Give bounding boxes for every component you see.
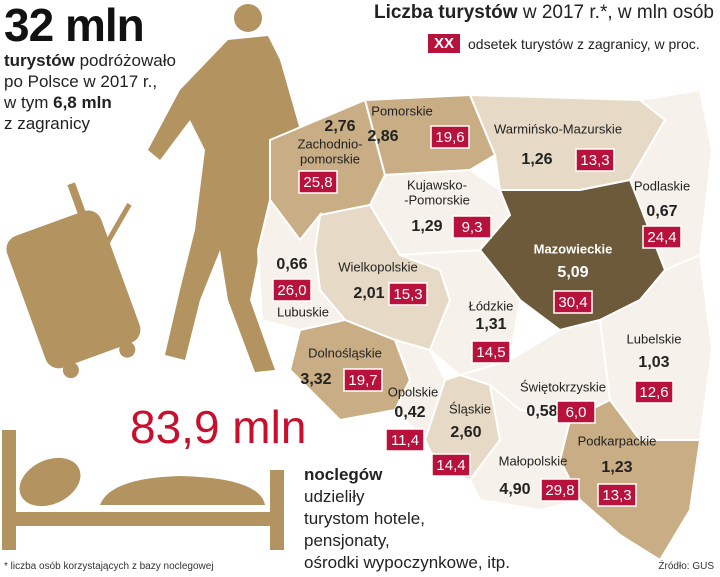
nights-line: udzieliły	[304, 487, 365, 506]
foreign-share-box	[642, 225, 682, 249]
foreign-share-value: 13,3	[602, 487, 631, 504]
foreign-share-value: 30,4	[558, 294, 587, 311]
region-name: Wielkopolskie	[338, 259, 417, 274]
bed-illustration	[2, 430, 284, 550]
tourists-value: 0,58	[526, 403, 557, 420]
foreign-share-value: 26,0	[277, 282, 306, 299]
nights-value: 83,9 mln	[130, 401, 307, 453]
intro-text: w tym	[4, 93, 49, 112]
region-name: Małopolskie	[499, 453, 568, 468]
foreign-share-box	[556, 400, 596, 424]
foreign-share-value: 6,0	[566, 404, 587, 421]
foreign-share-value: 15,3	[393, 286, 422, 303]
legend: XX odsetek turystów z zagranicy, w proc.	[428, 34, 700, 53]
foreign-share-value: 19,7	[348, 372, 377, 389]
foreign-share-box	[540, 478, 580, 502]
region-name: Lubuskie	[277, 304, 329, 319]
intro-bold: turystów	[4, 51, 75, 70]
traveler-illustration	[6, 4, 300, 379]
region-name: -Pomorskie	[404, 192, 470, 207]
region-name: Lubelskie	[627, 331, 682, 346]
foreign-share-value: 25,8	[303, 174, 332, 191]
region-name: Łódzkie	[469, 298, 514, 313]
tourists-value: 2,76	[324, 118, 355, 135]
map-labels: Zachodnio-pomorskie 2,76 25,8 Pomorskie 2,86…	[272, 103, 690, 507]
foreign-share-box	[272, 278, 312, 302]
tourists-value: 2,60	[450, 424, 481, 441]
region-name: Podlaskie	[634, 178, 690, 193]
nights-text: noclegów udzieliły turystom hotele, pensjon…	[304, 464, 510, 574]
foreign-share-box	[298, 170, 338, 194]
foreign-share-value: 9,3	[462, 219, 483, 236]
region-name: Śląskie	[449, 401, 491, 416]
foreign-share-box	[385, 428, 425, 452]
tourists-value: 5,09	[557, 264, 588, 281]
tourists-value: 0,42	[394, 404, 425, 421]
intro-line: z zagranicy	[4, 114, 90, 133]
tourists-value: 3,32	[300, 371, 331, 388]
foreign-share-box	[634, 380, 674, 404]
region-name: Podkarpackie	[578, 433, 657, 448]
intro-line: turystów podróżowało	[4, 50, 176, 71]
intro: turystów podróżowało po Polsce w 2017 r.…	[4, 50, 176, 134]
tourists-value: 4,90	[499, 481, 530, 498]
legend-box: XX	[428, 34, 461, 53]
footnote: * liczba osób korzystających z bazy nocl…	[4, 561, 214, 572]
foreign-share-box	[430, 125, 470, 149]
region-name: Świętokrzyskie	[520, 379, 606, 394]
tourists-value: 1,31	[475, 316, 506, 333]
region-name: Mazowieckie	[534, 241, 613, 256]
foreign-share-value: 24,4	[647, 229, 676, 246]
foreign-share-value: 13,3	[580, 152, 609, 169]
foreign-share-box	[388, 282, 428, 306]
region-name: Zachodnio-	[297, 136, 362, 151]
region	[363, 93, 497, 177]
intro-line: po Polsce w 2017 r.,	[4, 72, 158, 91]
region-name: Opolskie	[388, 384, 439, 399]
foreign-share-box	[575, 148, 615, 172]
foreign-share-value: 19,6	[435, 129, 464, 146]
tourists-value: 0,66	[276, 256, 307, 273]
foreign-share-box	[597, 483, 637, 507]
nights-line: ośrodki wypoczynkowe, itp.	[304, 553, 510, 572]
nights-line: turystom hotele,	[304, 509, 425, 528]
intro-text: podróżowało	[79, 51, 176, 70]
title-bold: Liczba turystów	[373, 2, 518, 23]
tourists-value: 1,23	[601, 459, 632, 476]
headline: 32 mln	[4, 0, 145, 51]
legend-text: odsetek turystów z zagranicy, w proc.	[468, 35, 700, 52]
region-name: Dolnośląskie	[308, 345, 382, 360]
foreign-share-value: 11,4	[391, 432, 419, 449]
source: Źródło: GUS	[658, 561, 714, 572]
foreign-share-value: 14,5	[476, 344, 505, 361]
foreign-share-box	[343, 368, 383, 392]
nights-line: noclegów	[304, 465, 383, 484]
tourists-value: 2,01	[353, 285, 384, 302]
foreign-share-value: 29,8	[545, 482, 574, 499]
foreign-share-box	[431, 453, 471, 477]
tourists-value: 1,29	[411, 218, 442, 235]
region-name: pomorskie	[300, 151, 360, 166]
title-rest: w 2017 r.*, w mln osób	[522, 2, 714, 23]
tourists-value: 1,26	[521, 151, 552, 168]
foreign-share-box	[452, 215, 492, 239]
intro-line: w tym 6,8 mln	[4, 92, 176, 113]
tourists-value: 0,67	[646, 203, 677, 220]
region-name: Kujawsko-	[407, 177, 467, 192]
tourists-value: 2,86	[367, 128, 398, 145]
foreign-share-box	[471, 340, 511, 364]
title: Liczba turystów w 2017 r.*, w mln osób	[374, 2, 714, 24]
intro-bold: 6,8 mln	[53, 93, 112, 112]
foreign-share-value: 12,6	[639, 384, 668, 401]
foreign-share-box	[553, 290, 593, 314]
nights-line: pensjonaty,	[304, 531, 390, 550]
map	[256, 88, 714, 562]
region-name: Warmińsko-Mazurskie	[494, 121, 622, 136]
region-name: Pomorskie	[371, 103, 432, 118]
tourists-value: 1,03	[638, 354, 669, 371]
foreign-share-value: 14,4	[436, 457, 465, 474]
